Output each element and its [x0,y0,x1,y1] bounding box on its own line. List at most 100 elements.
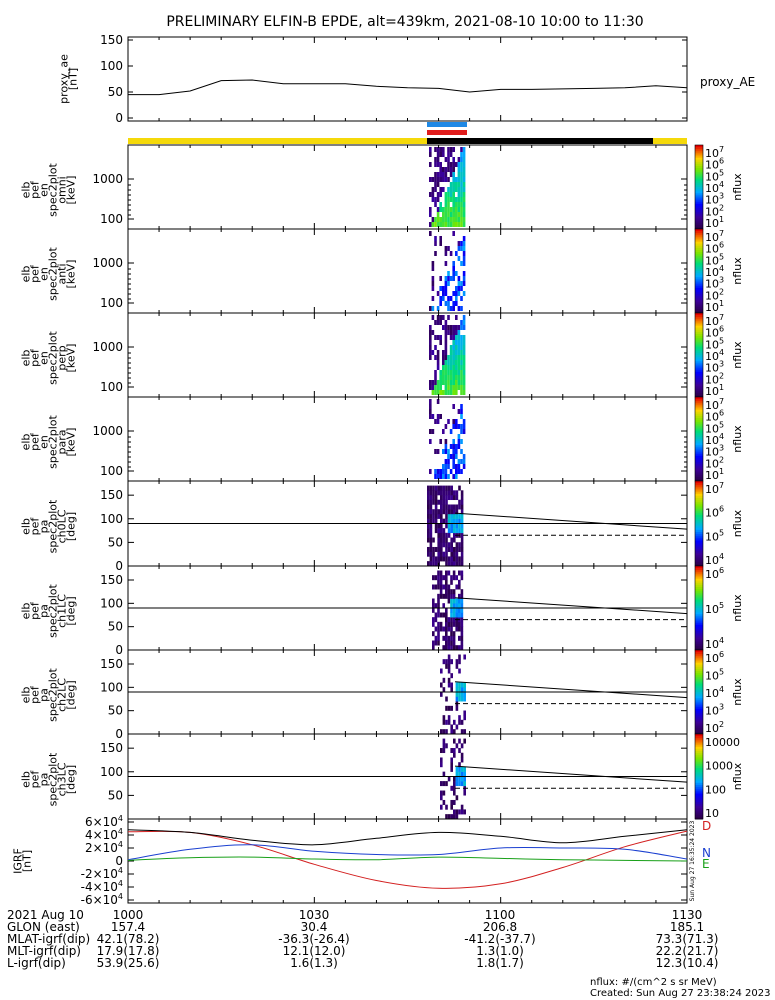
colorbar-label: nflux [731,425,744,453]
heatmap-cell [460,537,464,543]
heatmap-cell [447,187,450,192]
heatmap-cell [432,645,435,651]
colorbar-segment [695,147,703,150]
y-axis-label: para [56,430,69,455]
heatmap-cell [439,380,442,385]
y-tick-label: 150 [100,741,123,755]
y-axis-label: [keV] [65,428,78,457]
y-axis-label: pef [29,180,42,199]
heatmap-cell [442,612,445,618]
heatmap-cell [439,276,442,281]
heatmap-cell [439,575,443,581]
heatmap-cell [458,766,461,772]
heatmap-cell [460,439,463,444]
heatmap-cell [444,380,448,385]
footer-value: 12.1(12.0) [283,944,346,958]
heatmap-cell [436,197,440,202]
heatmap-cell [458,719,461,725]
heatmap-cell [460,603,464,609]
heatmap-cell [440,551,443,557]
y-axis-label: spec2plot [47,584,60,638]
colorbar-tick-exponent: 4 [719,348,724,357]
y-axis-label: ch3LC [56,762,69,796]
loss-cone-line [454,597,688,615]
colorbar-segment [695,176,703,180]
heatmap-cell [440,682,443,688]
generation-timestamp: Sun Aug 27 16:35:24 2023 [689,821,696,902]
colorbar-segment [695,814,703,818]
heatmap-cell [460,167,463,172]
colorbar-segment [695,264,703,268]
colorbar-segment [695,319,703,322]
colorbar-segment [695,708,703,712]
colorbar-segment [695,271,703,274]
colorbar-segment [695,210,703,213]
heatmap-cell [453,561,456,567]
heatmap-cell [447,212,450,217]
heatmap-cell [429,222,432,227]
heatmap-cell [429,335,432,340]
heatmap-cell [455,207,458,212]
heatmap-cell [447,276,450,281]
igrf-d-line [127,830,688,889]
heatmap-cell [449,325,453,330]
colorbar-segment [695,652,703,655]
heatmap-cell [457,459,461,464]
heatmap-cell [442,719,446,725]
y-tick-label: 50 [108,704,123,718]
heatmap-cell [460,687,464,693]
colorbar-segment [695,418,703,421]
heatmap-cell [445,532,448,538]
heatmap-cell [452,459,455,464]
heatmap-cell [429,355,432,360]
colorbar-segment [695,254,703,257]
heatmap-cell [445,663,448,669]
heatmap-cell [447,454,450,459]
heatmap-cell [444,370,448,375]
heatmap-cell [460,157,463,162]
heatmap-cell [452,635,456,641]
heatmap-cell [440,804,443,810]
colorbar-tick-exponent: 3 [719,276,724,285]
heatmap-cell [427,504,430,510]
y-axis-label: [deg] [65,680,78,709]
y-tick-label: 100 [100,296,123,310]
heatmap-cell [439,162,442,167]
heatmap-cell [449,147,453,152]
heatmap-cell [444,217,448,222]
y-tick-label: 2×104 [85,840,123,855]
heatmap-cell [447,301,450,306]
colorbar-segment [695,485,703,488]
colorbar-segment [695,810,703,814]
heatmap-cell [455,696,459,702]
heatmap-cell [445,570,448,576]
colorbar-segment [695,785,703,788]
heatmap-cell [460,490,464,496]
heatmap-cell [432,607,435,613]
heatmap-cell [460,499,464,505]
loss-cone-line [454,765,688,783]
heatmap-cell [447,663,451,669]
heatmap-cell [429,177,432,182]
colorbar-segment [695,553,703,556]
heatmap-cell [429,469,432,474]
heatmap-cell [442,172,445,177]
heatmap-cell [447,485,451,491]
heatmap-cell [434,375,437,380]
colorbar-segment [695,740,703,743]
heatmap-cell [444,375,448,380]
heatmap-cell [452,231,455,236]
colorbar-segment [695,557,703,561]
colorbar-segment [695,460,703,463]
heatmap-cell [437,570,440,576]
heatmap-cell [432,631,435,637]
heatmap-cell [437,509,440,515]
heatmap-cell [460,556,464,562]
heatmap-cell [447,518,451,524]
heatmap-cell [462,385,466,390]
heatmap-cell [455,776,459,782]
colorbar-tick-exponent: 4 [719,685,724,694]
heatmap-cell [427,528,430,534]
colorbar-segment [695,432,703,436]
heatmap-cell [444,320,448,325]
